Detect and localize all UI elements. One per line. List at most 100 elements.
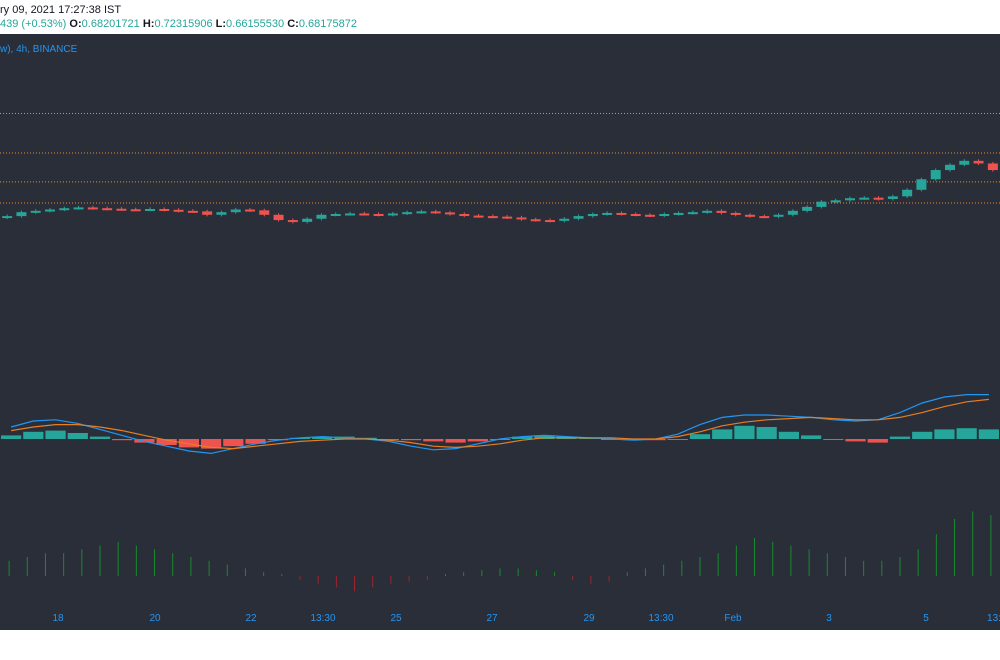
candle-body (430, 211, 441, 214)
macd-histogram-bar (245, 439, 266, 444)
candle-body (516, 217, 527, 220)
candle-body (816, 201, 827, 207)
ohlc-readout: 439 (+0.53%) O:0.68201721 H:0.72315906 L… (0, 18, 357, 30)
candle-body (230, 209, 241, 213)
candle-body (545, 220, 555, 223)
macd-histogram-bar (45, 430, 66, 439)
candle-body (902, 189, 913, 197)
candle-body (2, 216, 13, 219)
candle-body (245, 209, 255, 212)
candle-body (87, 207, 98, 210)
candle-body (16, 212, 27, 217)
oscillator-bars (8, 511, 992, 592)
timestamp: ry 09, 2021 17:27:38 IST (0, 4, 122, 16)
candle-body (716, 210, 727, 213)
x-axis-tick-label: 20 (149, 613, 161, 624)
macd-histogram-bar (223, 439, 244, 447)
macd-histogram-bar (201, 439, 222, 449)
candle-body (416, 211, 427, 214)
macd-histogram-bar (156, 439, 177, 445)
macd-histogram-bar (889, 436, 911, 439)
chart-area[interactable]: w), 4h, BINANCE (0, 34, 1000, 610)
candle-body (130, 209, 141, 212)
candle-body (145, 209, 155, 211)
candle-body (873, 197, 884, 200)
x-axis-tick-label: 13: (987, 613, 1000, 624)
macd-histogram-bar (756, 427, 777, 439)
candle-body (773, 214, 784, 217)
close-value: 0.68175872 (298, 18, 357, 30)
candle-body (787, 210, 798, 215)
candle-body (359, 213, 370, 216)
x-axis-tick-label: 13:30 (648, 613, 674, 624)
macd-histogram-bar (801, 435, 822, 439)
candle-body (573, 216, 584, 219)
candle-body (959, 160, 970, 165)
candle-body (316, 214, 327, 219)
candle-body (59, 208, 70, 211)
x-axis-tick-label: 18 (52, 613, 64, 624)
macd-histogram-bar (112, 439, 133, 441)
close-label: C: (287, 18, 299, 30)
candle-body (973, 160, 984, 164)
candle-body (830, 200, 841, 203)
candle-body (659, 214, 670, 216)
candle-body (673, 212, 684, 215)
candle-body (630, 214, 641, 216)
macd-histogram-bar (912, 431, 933, 439)
candle-body (259, 210, 270, 215)
time-axis: 18 20 22 13:30 25 27 29 13:30 Feb 3 5 13: (0, 610, 1000, 630)
macd-histogram-bar (978, 429, 999, 439)
candle-body (645, 214, 655, 217)
candle-body (802, 206, 813, 211)
macd-histogram-bar (667, 439, 688, 440)
candle-body (459, 214, 470, 216)
candle-body (987, 163, 998, 171)
macd-histogram-bar (734, 425, 755, 439)
macd-line (10, 394, 989, 455)
candle-body (930, 170, 941, 180)
chart-background (0, 34, 1000, 610)
candle-body (702, 210, 713, 213)
candle-body (159, 209, 170, 211)
low-value: 0.66155530 (226, 18, 285, 30)
candle-body (845, 198, 855, 201)
candle-body (916, 179, 927, 190)
candle-body (402, 212, 413, 215)
candle-body (330, 214, 341, 216)
candle-body (216, 212, 227, 215)
candle-body (116, 208, 127, 211)
chart-title: w), 4h, BINANCE (0, 44, 78, 55)
candle-body (502, 216, 513, 219)
x-axis-tick-label: 25 (390, 613, 402, 624)
x-axis-tick-label: 22 (245, 613, 257, 624)
open-label: O: (69, 18, 82, 30)
macd-histogram-bar (89, 436, 111, 439)
x-axis-tick-label: 27 (486, 613, 498, 624)
macd-histogram-bar (823, 439, 844, 440)
macd-histogram-bar (378, 439, 399, 440)
candle-body (345, 213, 355, 216)
candle-body (287, 220, 298, 223)
candle-body (859, 197, 870, 200)
candle-body (559, 218, 570, 221)
chart-header: ry 09, 2021 17:27:38 IST 439 (+0.53%) O:… (0, 0, 1000, 34)
candle-body (445, 212, 455, 215)
candle-body (759, 216, 770, 219)
candle-body (202, 211, 213, 215)
candle-body (687, 212, 698, 215)
candle-body (602, 212, 613, 215)
macd-histogram-bar (1, 435, 22, 439)
macd-histogram-bar (956, 428, 977, 439)
low-label: L: (215, 18, 227, 30)
candle-body (616, 212, 627, 215)
footer-bar (0, 630, 1000, 660)
candle-body (887, 196, 898, 199)
candle-body (73, 207, 84, 210)
candle-body (187, 210, 198, 213)
candle-body (745, 214, 755, 217)
signal-line (11, 398, 989, 450)
candle-body (530, 219, 541, 222)
macd-histogram-bar (312, 436, 333, 439)
candle-body (45, 209, 55, 212)
